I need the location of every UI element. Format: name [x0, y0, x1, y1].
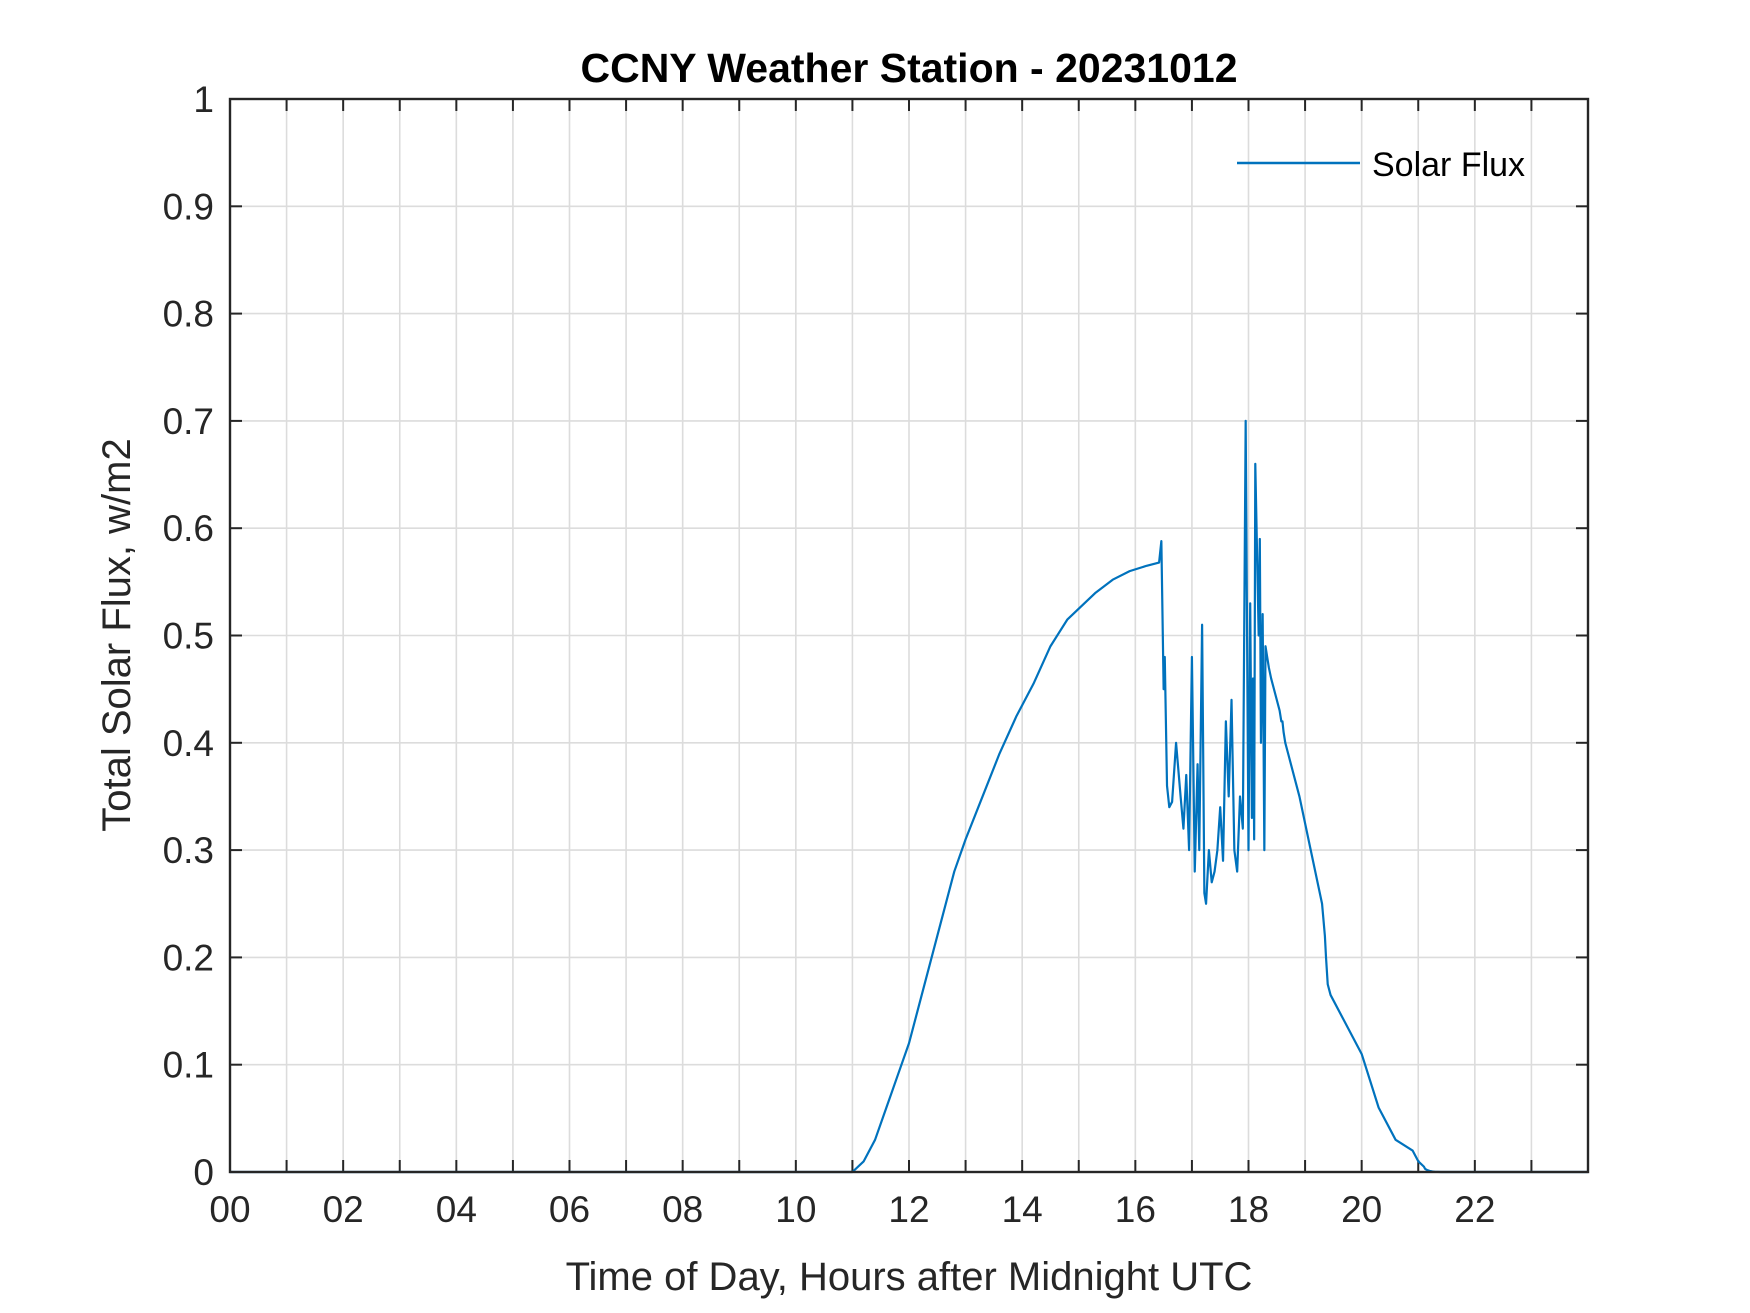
y-tick-label: 0.7: [163, 401, 214, 442]
y-tick-label: 0.1: [163, 1045, 214, 1086]
y-tick-label: 0: [193, 1152, 214, 1193]
y-axis-label: Total Solar Flux, w/m2: [95, 438, 139, 831]
legend-label-solar-flux: Solar Flux: [1372, 146, 1525, 184]
x-tick-label: 20: [1341, 1189, 1382, 1230]
y-tick-label: 0.6: [163, 508, 214, 549]
x-tick-label: 10: [775, 1189, 816, 1230]
x-tick-label: 02: [323, 1189, 364, 1230]
series-line-solar-flux: [230, 419, 1588, 1174]
grid: [230, 99, 1588, 1172]
x-tick-label: 08: [662, 1189, 703, 1230]
x-tick-label: 16: [1115, 1189, 1156, 1230]
y-tick-label: 0.3: [163, 830, 214, 871]
x-tick-label: 00: [209, 1189, 250, 1230]
x-tick-label: 12: [888, 1189, 929, 1230]
x-tick-label: 04: [436, 1189, 477, 1230]
axes-frame: [228, 97, 1590, 1174]
axis-ticks: [230, 99, 1588, 1172]
y-tick-label: 0.9: [163, 186, 214, 227]
x-tick-labels: 00 02 04 06 08 10 12 14 16 18 20 22: [209, 1189, 1495, 1230]
legend: Solar Flux: [1237, 146, 1525, 184]
x-tick-label: 22: [1454, 1189, 1495, 1230]
x-tick-label: 18: [1228, 1189, 1269, 1230]
y-tick-labels: 0 0.1 0.2 0.3 0.4 0.5 0.6 0.7 0.8 0.9 1: [163, 79, 214, 1193]
x-axis-label: Time of Day, Hours after Midnight UTC: [566, 1255, 1253, 1299]
y-tick-label: 0.8: [163, 294, 214, 335]
y-tick-label: 0.2: [163, 937, 214, 978]
y-tick-label: 0.4: [163, 723, 214, 764]
plot-area: [230, 419, 1588, 1174]
x-tick-label: 06: [549, 1189, 590, 1230]
y-tick-label: 1: [193, 79, 214, 120]
x-tick-label: 14: [1002, 1189, 1043, 1230]
chart-title: CCNY Weather Station - 20231012: [580, 45, 1237, 91]
y-tick-label: 0.5: [163, 616, 214, 657]
